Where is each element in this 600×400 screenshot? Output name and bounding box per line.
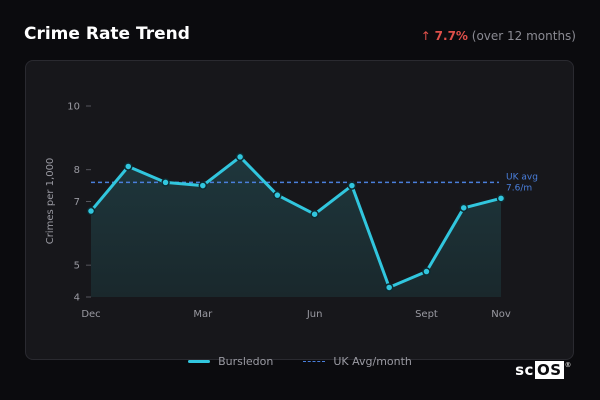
data-point-jul[interactable] — [347, 181, 357, 190]
change-period: (over 12 months) — [471, 29, 576, 43]
data-point-may[interactable] — [273, 190, 282, 200]
up-arrow-icon: ↑ — [420, 29, 431, 43]
legend-item-uk-avg[interactable]: UK Avg/month — [303, 355, 412, 368]
y-tick-label: 7 — [74, 197, 80, 208]
x-tick-label: Sept — [415, 309, 438, 320]
data-point-jan[interactable] — [124, 162, 133, 171]
page-title: Crime Rate Trend — [24, 24, 190, 44]
data-point-aug[interactable] — [384, 283, 394, 292]
legend-item-bursledon[interactable]: Bursledon — [188, 355, 273, 368]
data-point-jun[interactable] — [310, 209, 319, 219]
y-tick-label: 10 — [67, 102, 80, 113]
legend-line-swatch — [188, 360, 211, 363]
series-line — [89, 155, 503, 289]
data-point-feb[interactable] — [161, 178, 170, 187]
change-indicator: ↑ 7.7% (over 12 months) — [421, 29, 576, 43]
data-point-oct[interactable] — [459, 203, 468, 213]
data-point-sept[interactable] — [422, 267, 431, 276]
y-tick-label: 4 — [74, 293, 80, 304]
x-tick-label: Mar — [193, 309, 213, 320]
data-point-dec[interactable] — [86, 206, 96, 216]
avg-label-name: UK avg — [506, 172, 538, 182]
avg-label-value: 7.6/m — [506, 183, 532, 193]
y-tick-label: 8 — [74, 165, 80, 176]
change-percent: 7.7% — [434, 29, 468, 43]
brand-logo: sc OS ® — [515, 361, 572, 379]
x-tick-label: Dec — [81, 309, 100, 320]
data-point-apr[interactable] — [235, 152, 245, 162]
x-tick-label: Jun — [306, 309, 323, 320]
legend-label-uk-avg: UK Avg/month — [333, 355, 412, 368]
legend-dash-swatch — [303, 361, 326, 362]
data-point-nov[interactable] — [496, 194, 506, 203]
x-tick-label: Nov — [491, 309, 511, 320]
legend: Bursledon UK Avg/month — [0, 355, 600, 368]
legend-label-bursledon: Bursledon — [218, 355, 274, 368]
data-point-mar[interactable] — [198, 181, 208, 190]
y-tick-label: 5 — [74, 261, 80, 272]
series-area — [91, 156, 501, 297]
y-axis-label: Crimes per 1,000 — [45, 158, 56, 245]
